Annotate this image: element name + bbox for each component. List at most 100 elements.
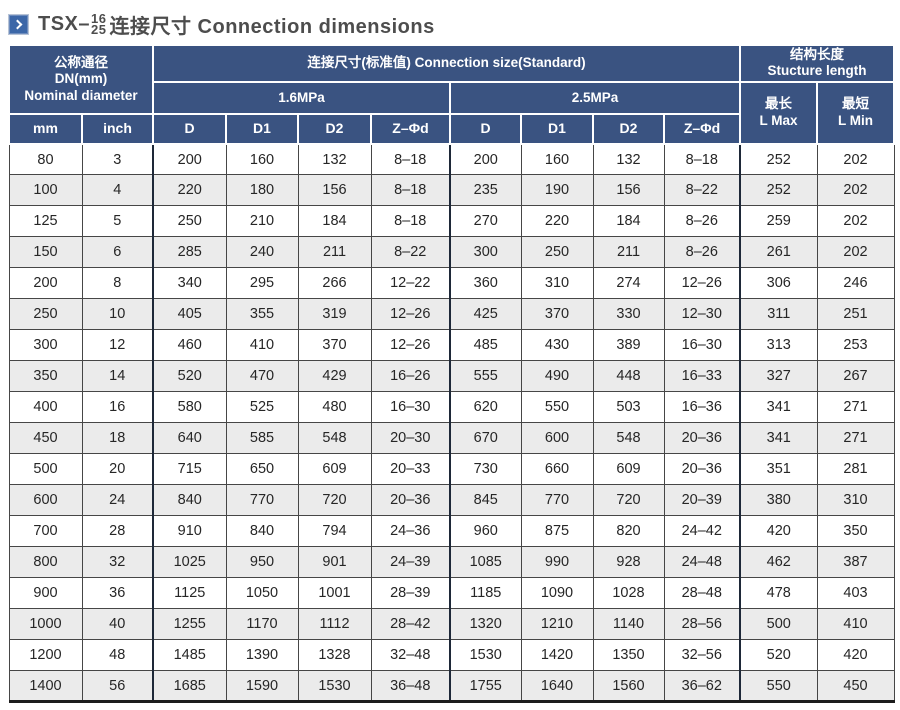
cell: 80 xyxy=(8,143,83,176)
cell: 770 xyxy=(225,484,299,517)
cell: 240 xyxy=(225,236,299,269)
header-zphid-1: Z–Φd xyxy=(370,112,451,145)
header-l-min-en: L Min xyxy=(838,112,874,128)
header-connection-size: 连接尺寸(标准值) Connection size(Standard) xyxy=(151,44,742,83)
table-row: 125 5 250 210 184 8–18 270 220 184 8–26 259 202 xyxy=(8,205,895,238)
cell: 24–42 xyxy=(663,515,741,548)
cell: 800 xyxy=(8,546,83,579)
cell: 5 xyxy=(81,205,154,238)
cell: 8–18 xyxy=(663,143,741,176)
table-row: 500 20 715 650 609 20–33 730 660 609 20–36 351 281 xyxy=(8,453,895,486)
cell: 160 xyxy=(520,143,594,176)
cell: 36–48 xyxy=(370,670,451,704)
cell: 100 xyxy=(8,174,83,207)
cell: 200 xyxy=(449,143,522,176)
header-nominal-diameter-dn: DN(mm) xyxy=(54,71,108,87)
cell: 300 xyxy=(449,236,522,269)
cell: 24–48 xyxy=(663,546,741,579)
header-l-max: 最长 L Max xyxy=(739,80,819,145)
cell: 875 xyxy=(520,515,594,548)
cell: 500 xyxy=(8,453,83,486)
cell: 503 xyxy=(592,391,665,424)
cell: 259 xyxy=(739,205,818,238)
cell: 520 xyxy=(739,639,818,672)
cell: 478 xyxy=(739,577,818,610)
cell: 1640 xyxy=(520,670,594,704)
cell: 1028 xyxy=(592,577,665,610)
cell: 600 xyxy=(520,422,594,455)
header-structure-length-cn: 结构长度 xyxy=(790,47,845,62)
header-l-max-cn: 最长 xyxy=(765,96,793,112)
cell: 410 xyxy=(816,608,895,641)
cell: 12–26 xyxy=(663,267,741,300)
table-row: 80 3 200 160 132 8–18 200 160 132 8–18 252 202 xyxy=(8,143,895,176)
cell: 20 xyxy=(81,453,154,486)
cell: 380 xyxy=(739,484,818,517)
cell: 150 xyxy=(8,236,83,269)
header-unit-mm: mm xyxy=(8,112,83,145)
cell: 1085 xyxy=(449,546,522,579)
cell: 220 xyxy=(520,205,594,238)
header-pressure-1-6mpa: 1.6MPa xyxy=(152,80,451,115)
cell: 8 xyxy=(81,267,154,300)
cell: 132 xyxy=(592,143,665,176)
table-row: 250 10 405 355 319 12–26 425 370 330 12–30 311 251 xyxy=(8,298,895,331)
page-title: TSX– 16 25 连接尺寸 Connection dimensions xyxy=(38,10,435,39)
cell: 341 xyxy=(739,422,818,455)
cell: 403 xyxy=(816,577,895,610)
cell: 650 xyxy=(225,453,299,486)
cell: 311 xyxy=(739,298,818,331)
cell: 252 xyxy=(739,143,818,176)
cell: 202 xyxy=(816,236,895,269)
cell: 8–22 xyxy=(370,236,451,269)
cell: 1090 xyxy=(520,577,594,610)
cell: 28–39 xyxy=(370,577,451,610)
table-row: 400 16 580 525 480 16–30 620 550 503 16–36 341 271 xyxy=(8,391,895,424)
table-row: 1400 56 1685 1590 1530 36–48 1755 1640 1560 36–62… xyxy=(8,670,895,704)
cell: 900 xyxy=(8,577,83,610)
cell: 20–39 xyxy=(663,484,741,517)
cell: 12–26 xyxy=(370,298,451,331)
title-suffix: 连接尺寸 Connection dimensions xyxy=(109,15,435,38)
cell: 585 xyxy=(225,422,299,455)
cell: 8–22 xyxy=(663,174,741,207)
cell: 1000 xyxy=(8,608,83,641)
header-d-1: D xyxy=(152,112,227,145)
cell: 429 xyxy=(297,360,372,393)
table-row: 450 18 640 585 548 20–30 670 600 548 20–36 341 271 xyxy=(8,422,895,455)
header-l-min: 最短 L Min xyxy=(816,80,896,145)
cell: 1400 xyxy=(8,670,83,704)
cell: 1125 xyxy=(152,577,227,610)
cell: 4 xyxy=(81,174,154,207)
cell: 1140 xyxy=(592,608,665,641)
header-unit-inch: inch xyxy=(81,112,154,145)
cell: 267 xyxy=(816,360,895,393)
cell: 700 xyxy=(8,515,83,548)
cell: 12 xyxy=(81,329,154,362)
cell: 1328 xyxy=(297,639,372,672)
cell: 24–36 xyxy=(370,515,451,548)
cell: 261 xyxy=(739,236,818,269)
cell: 1420 xyxy=(520,639,594,672)
cell: 1200 xyxy=(8,639,83,672)
header-d-2: D xyxy=(449,112,522,145)
cell: 1210 xyxy=(520,608,594,641)
cell: 548 xyxy=(297,422,372,455)
cell: 12–30 xyxy=(663,298,741,331)
cell: 350 xyxy=(816,515,895,548)
cell: 253 xyxy=(816,329,895,362)
cell: 285 xyxy=(152,236,227,269)
cell: 420 xyxy=(739,515,818,548)
header-d2-1: D2 xyxy=(297,112,372,145)
header-pressure-2-5mpa: 2.5MPa xyxy=(448,80,742,115)
cell: 1530 xyxy=(449,639,522,672)
cell: 1185 xyxy=(449,577,522,610)
cell: 910 xyxy=(152,515,227,548)
cell: 1530 xyxy=(297,670,372,704)
cell: 28 xyxy=(81,515,154,548)
cell: 310 xyxy=(520,267,594,300)
cell: 500 xyxy=(739,608,818,641)
cell: 840 xyxy=(225,515,299,548)
cell: 351 xyxy=(739,453,818,486)
cell: 235 xyxy=(449,174,522,207)
